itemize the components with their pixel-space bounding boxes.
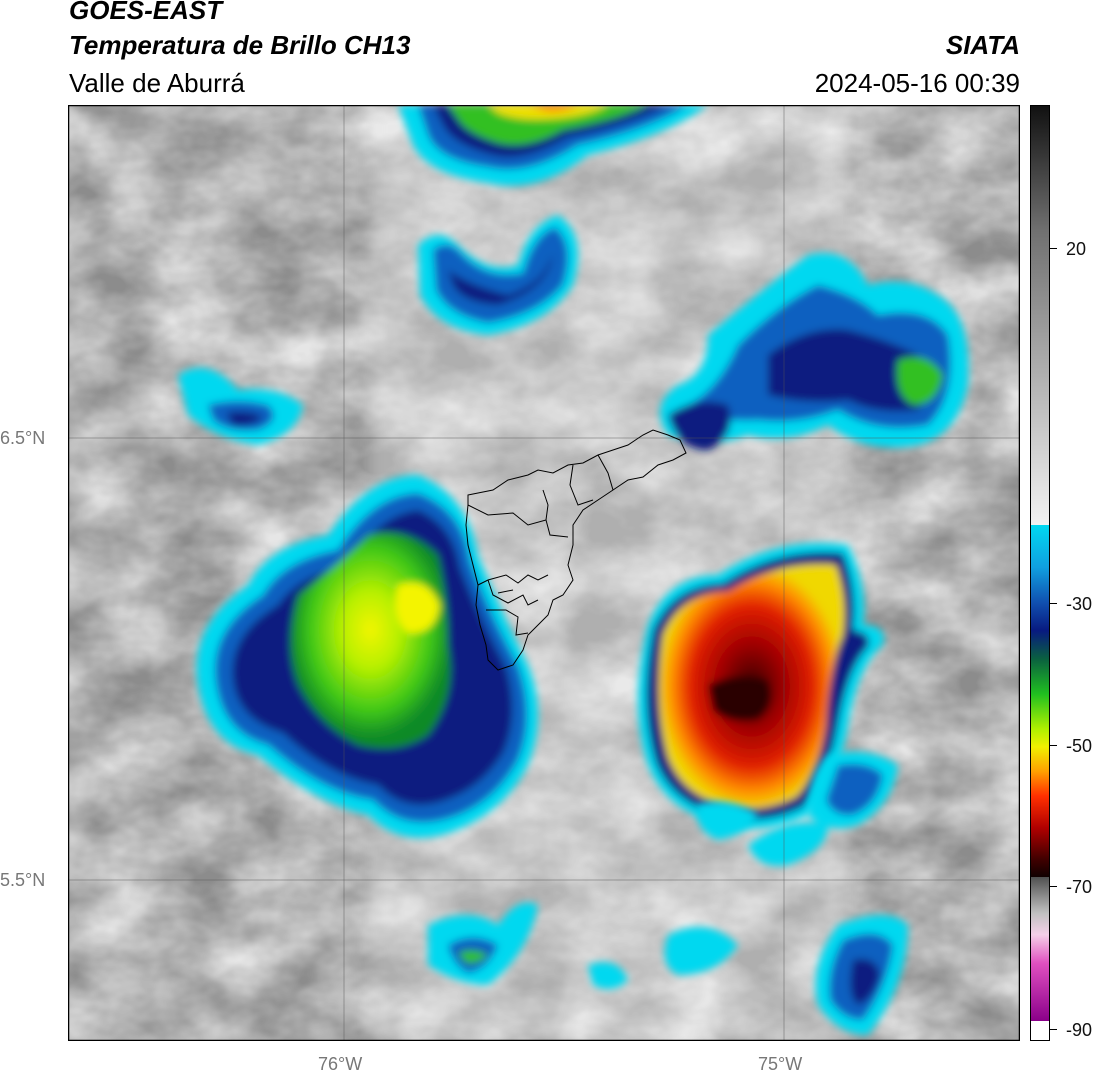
product-title: Temperatura de Brillo CH13 bbox=[69, 30, 411, 60]
storm-north bbox=[398, 105, 708, 186]
storm-east bbox=[638, 543, 884, 829]
lat-label-5-5n: 5.5°N bbox=[0, 870, 46, 890]
graticule bbox=[68, 105, 1020, 1041]
cloud-east-south bbox=[748, 751, 898, 866]
colorbar bbox=[1030, 105, 1050, 1041]
colorbar-tick-minus70: -70 bbox=[1066, 877, 1093, 897]
timestamp-label: 2024-05-16 00:39 bbox=[814, 68, 1020, 98]
colorbar-tick-minus50: -50 bbox=[1066, 736, 1093, 756]
cloud-south bbox=[428, 801, 908, 1035]
cloud-west-small bbox=[178, 367, 303, 445]
colorbar-tick-minus30: -30 bbox=[1066, 594, 1093, 614]
lon-label-75w: 75°W bbox=[758, 1054, 803, 1074]
institution-label: SIATA bbox=[945, 30, 1020, 60]
aburra-valley-boundaries bbox=[465, 429, 687, 671]
lat-label-6-5n: 6.5°N bbox=[0, 428, 46, 448]
lon-label-76w: 76°W bbox=[318, 1054, 363, 1074]
region-subtitle: Valle de Aburrá bbox=[69, 68, 245, 98]
colorbar-tick-20: 20 bbox=[1066, 239, 1087, 259]
brightness-temperature-map bbox=[68, 105, 1020, 1041]
colorbar-tick-minus90: -90 bbox=[1066, 1020, 1093, 1040]
cloud-north-tail bbox=[418, 215, 578, 335]
cloud-east bbox=[660, 253, 969, 450]
storm-west bbox=[196, 475, 539, 838]
satellite-title: GOES-EAST bbox=[69, 0, 223, 25]
colorbar-tickmarks bbox=[1050, 105, 1058, 1041]
